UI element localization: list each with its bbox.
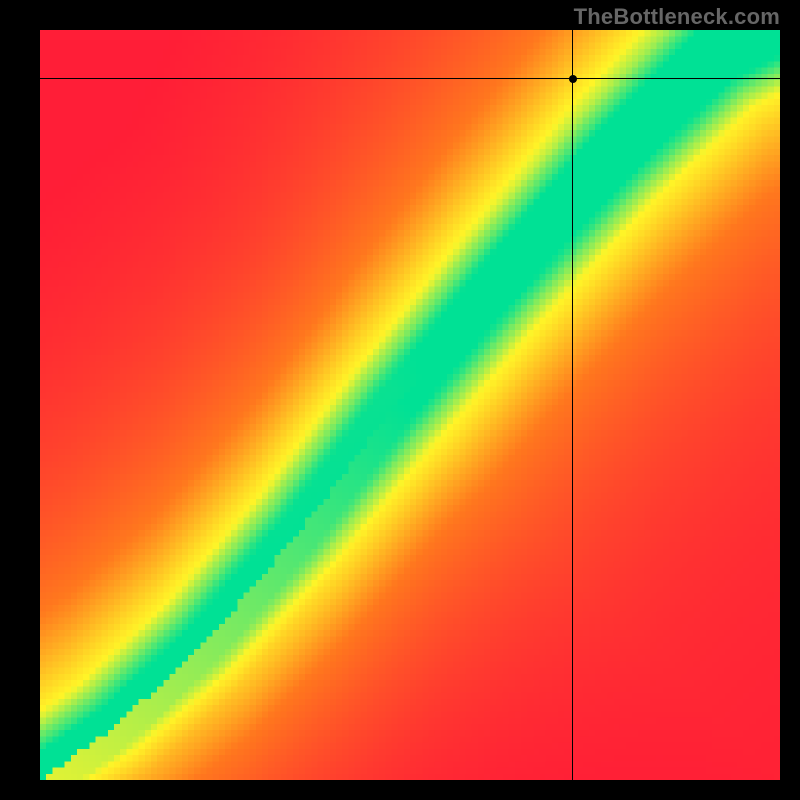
crosshair-vertical — [572, 30, 573, 780]
marker-point — [569, 75, 577, 83]
chart-container: TheBottleneck.com — [0, 0, 800, 800]
bottleneck-heatmap — [40, 30, 780, 780]
crosshair-horizontal — [40, 78, 780, 79]
watermark-text: TheBottleneck.com — [574, 4, 780, 30]
